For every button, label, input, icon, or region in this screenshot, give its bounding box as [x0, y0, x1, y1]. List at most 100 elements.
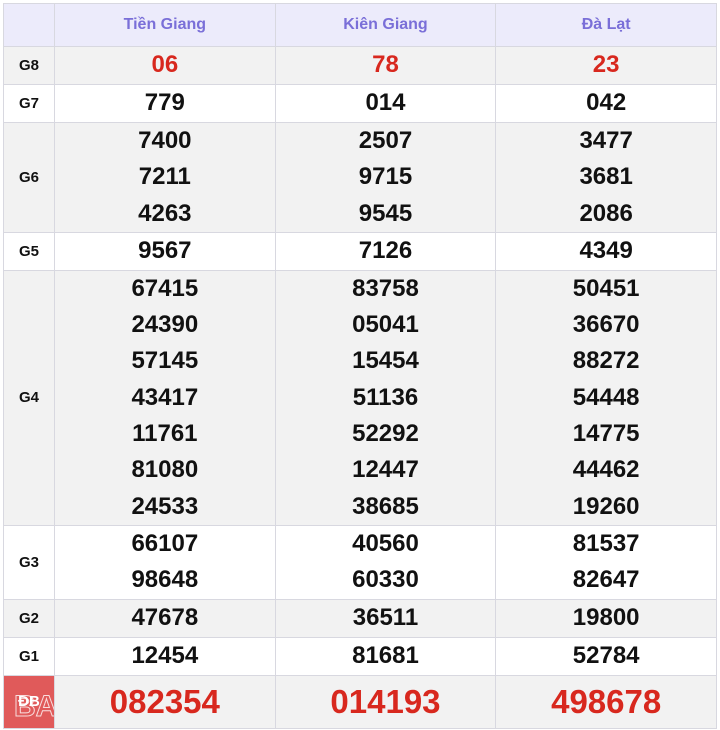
result-number: 54448 — [572, 383, 640, 411]
result-number: 57145 — [131, 347, 199, 375]
result-number: 23 — [592, 51, 620, 79]
result-cell: 36511 — [274, 598, 497, 638]
prize-row-đb: BA ĐB 082354 014193 498678 — [3, 674, 717, 729]
prize-label: G4 — [3, 269, 55, 526]
result-number: 52784 — [572, 641, 640, 669]
result-cell: 12454 — [54, 636, 276, 676]
result-cell: 014 — [274, 84, 497, 123]
result-cell: 52784 — [495, 636, 717, 676]
result-number: 9567 — [138, 237, 192, 265]
result-number: 9545 — [358, 199, 413, 227]
result-number: 88272 — [572, 347, 640, 375]
result-number: 11761 — [132, 420, 198, 448]
prize-row-g8: G8 06 78 23 — [3, 46, 717, 85]
result-number: 05041 — [352, 311, 419, 339]
result-cell: 06 — [54, 46, 276, 85]
result-number: 36511 — [352, 603, 419, 631]
result-number: 81537 — [572, 529, 640, 557]
corner-cell — [3, 3, 55, 47]
result-cell: 4349 — [495, 231, 717, 271]
result-cell: 3477 3681 2086 — [495, 122, 717, 233]
result-cell: 779 — [54, 84, 276, 123]
result-number: 2086 — [579, 199, 633, 227]
result-number: 7400 — [138, 127, 192, 154]
result-cell: 40560 60330 — [274, 524, 497, 600]
province-header[interactable]: Đà Lạt — [495, 3, 717, 47]
result-number: 40560 — [352, 529, 419, 557]
prize-label: G7 — [3, 84, 55, 123]
result-number: 24533 — [131, 492, 199, 520]
prize-row-g6: G6 7400 7211 4263 2507 9715 9545 3477 3681 2086 — [3, 122, 717, 233]
prize-label: G3 — [3, 524, 55, 600]
result-number: 60330 — [352, 566, 419, 594]
result-number: 83758 — [352, 274, 419, 302]
prize-row-g5: G5 9567 7126 4349 — [3, 231, 717, 271]
watermark-logo: BA — [13, 689, 55, 723]
prize-label: G8 — [3, 46, 55, 85]
result-number: 81080 — [131, 456, 199, 484]
lottery-results-table: Tiền Giang Kiên Giang Đà Lạt G8 06 78 23 G7 7… — [3, 3, 717, 729]
result-cell: 7126 — [274, 231, 497, 271]
result-cell: 9567 — [54, 231, 276, 271]
province-header[interactable]: Tiền Giang — [54, 3, 276, 47]
result-number: 014193 — [330, 682, 441, 720]
result-number: 12447 — [352, 456, 419, 484]
result-cell: 78 — [274, 46, 497, 85]
result-number: 82647 — [572, 566, 640, 594]
prize-label: G6 — [3, 122, 55, 233]
result-cell: 7400 7211 4263 — [54, 122, 276, 233]
result-number: 7126 — [358, 237, 413, 265]
result-cell: 042 — [495, 84, 717, 123]
prize-label: G1 — [3, 636, 55, 676]
province-header[interactable]: Kiên Giang — [274, 3, 497, 47]
result-number: 7211 — [138, 163, 191, 191]
result-number: 3681 — [579, 163, 633, 191]
result-number: 24390 — [131, 311, 199, 339]
result-cell: 50451 36670 88272 54448 14775 44462 19260 — [495, 269, 717, 526]
prize-row-g1: G1 12454 81681 52784 — [3, 636, 717, 676]
result-number: 67415 — [131, 274, 199, 302]
result-number: 2507 — [358, 127, 413, 154]
result-number: 4349 — [579, 237, 633, 265]
prize-label: BA ĐB — [3, 674, 55, 729]
prize-row-g4: G4 67415 24390 57145 43417 11761 81080 24533 837… — [3, 269, 717, 526]
result-number: 06 — [151, 51, 179, 79]
result-number: 38685 — [352, 492, 419, 520]
result-cell: 498678 — [495, 674, 717, 729]
result-cell: 2507 9715 9545 — [274, 122, 497, 233]
result-cell: 67415 24390 57145 43417 11761 81080 24533 — [54, 269, 276, 526]
result-cell: 66107 98648 — [54, 524, 276, 600]
result-number: 014 — [365, 89, 406, 117]
result-number: 15454 — [352, 347, 419, 375]
result-number: 779 — [144, 89, 185, 117]
header-row: Tiền Giang Kiên Giang Đà Lạt — [3, 3, 717, 47]
result-number: 4263 — [138, 199, 192, 227]
result-number: 19800 — [572, 603, 640, 631]
result-cell: 81681 — [274, 636, 497, 676]
result-cell: 47678 — [54, 598, 276, 638]
result-number: 52292 — [352, 420, 419, 448]
result-number: 43417 — [131, 383, 199, 411]
result-number: 14775 — [572, 420, 640, 448]
prize-label: G5 — [3, 231, 55, 271]
prize-row-g2: G2 47678 36511 19800 — [3, 598, 717, 638]
result-number: 36670 — [572, 311, 640, 339]
result-number: 19260 — [572, 492, 640, 520]
result-number: 12454 — [131, 641, 199, 669]
result-cell: 082354 — [54, 674, 276, 729]
result-number: 498678 — [551, 682, 662, 720]
result-number: 50451 — [572, 274, 640, 302]
result-cell: 23 — [495, 46, 717, 85]
result-number: 81681 — [352, 641, 419, 669]
result-number: 47678 — [131, 603, 199, 631]
result-number: 51136 — [352, 383, 419, 411]
result-number: 98648 — [131, 566, 199, 594]
result-number: 082354 — [109, 682, 220, 720]
result-cell: 81537 82647 — [495, 524, 717, 600]
result-number: 44462 — [572, 456, 640, 484]
result-cell: 014193 — [274, 674, 497, 729]
result-number: 66107 — [131, 529, 199, 557]
result-number: 78 — [372, 51, 399, 79]
result-number: 9715 — [358, 163, 413, 191]
prize-row-g3: G3 66107 98648 40560 60330 81537 82647 — [3, 524, 717, 600]
